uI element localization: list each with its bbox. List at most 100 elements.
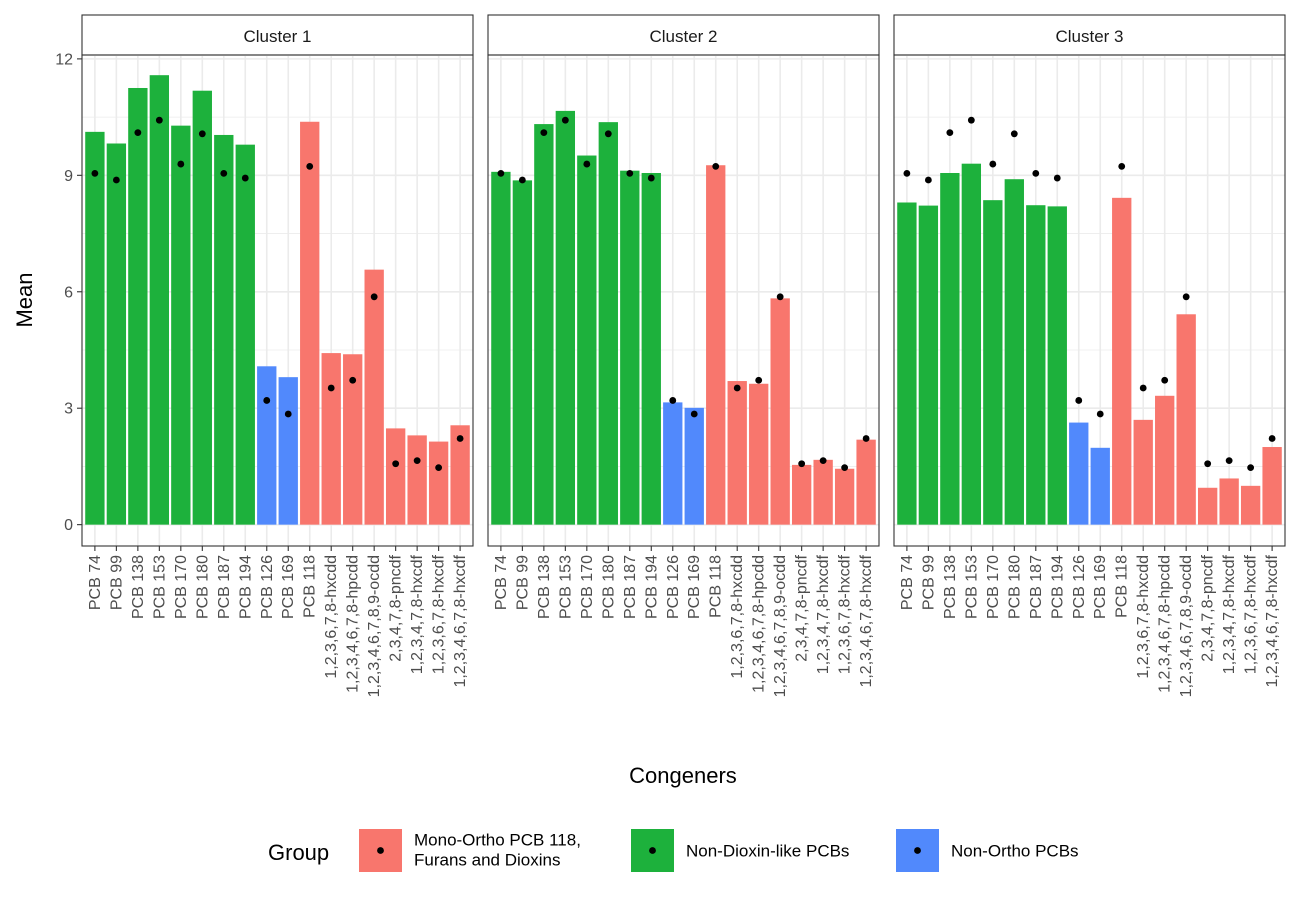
point-pcb-126 <box>263 397 271 404</box>
panel-cluster-3: Cluster 3 PCB 74 PCB 99 PCB 138 PCB 153 PCB 1… <box>893 14 1286 697</box>
point-pcb-74 <box>497 169 505 177</box>
bar-pcb-74 <box>85 131 105 525</box>
y-tick-label: 9 <box>64 168 73 185</box>
bar-pcb-180 <box>1004 179 1024 525</box>
y-tick-label: 0 <box>64 517 73 534</box>
bar-pcb-99 <box>512 180 533 525</box>
x-tick-label: PCB 153 <box>151 555 168 619</box>
legend: Group Mono-Ortho PCB 118,Furans and Diox… <box>268 829 1079 872</box>
y-axis-title: Mean <box>12 272 37 327</box>
bar-pcb-187 <box>214 134 234 525</box>
point-1-2-3-4-6-7-8-hxcdf <box>456 435 464 442</box>
bar-1-2-3-4-7-8-hxcdf <box>813 459 833 525</box>
point-pcb-99 <box>518 176 526 184</box>
x-tick-label: PCB 169 <box>1092 555 1109 619</box>
legend-label: Mono-Ortho PCB 118, <box>414 831 581 850</box>
strip-background <box>893 14 1286 56</box>
bar-pcb-74 <box>491 171 511 525</box>
x-tick-label: PCB 153 <box>963 555 980 619</box>
strip-label: Cluster 3 <box>1055 27 1123 46</box>
bar-1-2-3-4-6-7-8-hxcdf <box>1262 447 1282 525</box>
x-tick-label: PCB 169 <box>686 555 703 619</box>
bar-pcb-194 <box>1047 206 1067 525</box>
point-1-2-3-4-6-7-8-9-ocdd <box>1182 293 1190 301</box>
bar-pcb-169 <box>1090 447 1110 525</box>
legend-key-point <box>914 847 921 854</box>
bar-1-2-3-6-7-8-hxcdd <box>321 353 341 525</box>
x-tick-label: PCB 180 <box>1006 555 1023 619</box>
bar-pcb-126 <box>1069 422 1089 525</box>
point-pcb-187 <box>1032 169 1040 177</box>
point-pcb-180 <box>1010 130 1018 138</box>
x-tick-label: PCB 74 <box>899 555 916 610</box>
legend-item-non-ortho-pcbs: Non-Ortho PCBs <box>896 829 1079 872</box>
bar-pcb-138 <box>940 172 960 525</box>
bar-pcb-153 <box>555 110 576 525</box>
bar-pcb-99 <box>918 205 939 525</box>
bar-1-2-3-6-7-8-hxcdf <box>1240 485 1261 525</box>
x-tick-label: PCB 138 <box>130 555 147 619</box>
bars <box>85 75 470 525</box>
y-tick-label: 12 <box>55 51 73 68</box>
point-pcb-180 <box>604 130 612 138</box>
x-tick-label: 1,2,3,6,7,8-hxcdf <box>837 554 854 674</box>
bar-2-3-4-7-8-pncdf <box>1197 487 1218 525</box>
y-axis: 0 3 6 9 12 <box>55 51 82 534</box>
bar-1-2-3-4-6-7-8-hxcdf <box>856 439 876 525</box>
point-pcb-99 <box>924 176 932 184</box>
point-pcb-180 <box>198 130 206 138</box>
x-tick-label: 1,2,3,6,7,8-hxcdf <box>1243 554 1260 674</box>
point-1-2-3-6-7-8-hxcdd <box>1139 384 1147 392</box>
point-1-2-3-6-7-8-hxcdf <box>1247 464 1255 471</box>
x-tick-label: PCB 74 <box>87 555 104 610</box>
x-tick-label: 2,3,4,7,8-pncdf <box>794 554 811 661</box>
legend-label: Furans and Dioxins <box>414 851 560 870</box>
x-tick-label: PCB 99 <box>920 555 937 610</box>
point-pcb-99 <box>112 176 120 184</box>
x-tick-label: 2,3,4,7,8-pncdf <box>1200 554 1217 661</box>
x-tick-label: PCB 99 <box>514 555 531 610</box>
bars <box>897 163 1282 525</box>
x-tick-label: 1,2,3,4,6,7,8-hxcdf <box>1264 554 1281 687</box>
bar-pcb-169 <box>684 407 704 525</box>
x-tick-label: PCB 153 <box>557 555 574 619</box>
strip-background <box>487 14 880 56</box>
x-tick-label: PCB 138 <box>536 555 553 619</box>
bar-1-2-3-4-7-8-hxcdf <box>407 435 427 525</box>
bar-1-2-3-4-6-7-8-hpcdd <box>749 383 769 525</box>
strip-label: Cluster 2 <box>649 27 717 46</box>
bar-1-2-3-4-7-8-hxcdf <box>1219 478 1239 525</box>
x-axis-ticks: PCB 74 PCB 99 PCB 138 PCB 153 PCB 170 PCB 180… <box>899 546 1281 697</box>
point-pcb-138 <box>946 129 954 137</box>
bar-pcb-126 <box>663 402 683 525</box>
x-tick-label: PCB 170 <box>985 555 1002 619</box>
mean-points <box>91 116 464 471</box>
point-2-3-4-7-8-pncdf <box>1204 460 1212 468</box>
bar-pcb-138 <box>128 87 148 525</box>
point-1-2-3-4-7-8-hxcdf <box>1225 457 1233 465</box>
legend-item-mono-ortho-pcb-118-furans-and-dioxins: Mono-Ortho PCB 118,Furans and Dioxins <box>359 829 581 872</box>
point-1-2-3-6-7-8-hxcdf <box>841 464 849 471</box>
point-pcb-118 <box>712 162 720 170</box>
bar-pcb-187 <box>620 170 640 525</box>
point-pcb-138 <box>134 129 142 137</box>
x-tick-label: PCB 180 <box>194 555 211 619</box>
legend-label: Non-Dioxin-like PCBs <box>686 842 849 861</box>
bar-pcb-180 <box>598 122 618 525</box>
bar-2-3-4-7-8-pncdf <box>385 428 406 525</box>
mean-points <box>497 116 870 471</box>
x-tick-label: PCB 118 <box>302 555 319 618</box>
point-pcb-74 <box>903 169 911 177</box>
x-tick-label: PCB 138 <box>942 555 959 619</box>
x-tick-label: PCB 187 <box>216 555 233 619</box>
point-pcb-153 <box>967 116 975 124</box>
x-tick-label: PCB 126 <box>259 555 276 619</box>
point-pcb-138 <box>540 129 548 137</box>
bar-pcb-194 <box>235 144 255 525</box>
legend-title: Group <box>268 840 329 865</box>
x-tick-label: 1,2,3,4,6,7,8,9-ocdd <box>1178 555 1195 697</box>
x-tick-label: 1,2,3,6,7,8-hxcdd <box>729 555 746 679</box>
bar-pcb-118 <box>1112 197 1132 525</box>
mean-points <box>903 116 1276 471</box>
